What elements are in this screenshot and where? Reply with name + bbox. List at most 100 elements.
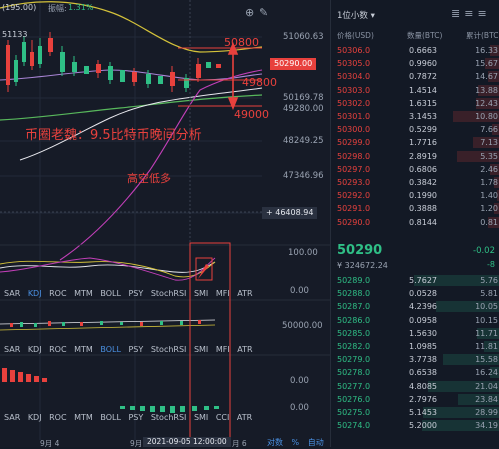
book-view-icons[interactable]: ≣≡≡ (451, 7, 491, 20)
level-50800-label: 50800 (224, 36, 259, 49)
order-qty: 0.9960 (409, 57, 437, 70)
tab-roc[interactable]: ROC (49, 413, 66, 422)
tab-sar[interactable]: SAR (4, 345, 20, 354)
order-cum: 5.35 (480, 150, 498, 163)
time-axis-left: 9月 4 (40, 438, 59, 449)
tab-boll[interactable]: BOLL (100, 345, 121, 354)
tab-atr[interactable]: ATR (237, 413, 252, 422)
boll-upper-line (0, 2, 262, 52)
crosshair-time-tag: 2021-09-05 12:00:00 (143, 437, 231, 447)
current-price-tag: 50290.00 (270, 58, 316, 70)
tab-stochrsi[interactable]: StochRSI (151, 345, 187, 354)
indicator-tabs-row3[interactable]: SAR KDJ ROC MTM BOLL PSY StochRSI SMI CC… (4, 413, 252, 422)
tab-mtm[interactable]: MTM (74, 289, 93, 298)
tab-mfi[interactable]: MFI (216, 345, 230, 354)
tab-kdj[interactable]: KDJ (28, 413, 42, 422)
tab-smi[interactable]: SMI (194, 289, 208, 298)
precision-dropdown[interactable]: 1位小数 ▾ (337, 9, 375, 21)
tab-atr[interactable]: ATR (237, 289, 252, 298)
order-cum: 10.15 (475, 314, 498, 327)
order-cum: 16.33 (475, 44, 498, 57)
indicator-tabs-row1[interactable]: SAR KDJ ROC MTM BOLL PSY StochRSI SMI MF… (4, 289, 253, 298)
tab-mtm[interactable]: MTM (74, 413, 93, 422)
tab-stochrsi[interactable]: StochRSI (151, 289, 187, 298)
col-qty-header: 数量(BTC) (407, 30, 442, 41)
draw-icon[interactable]: ✎ (259, 6, 268, 19)
order-qty: 0.5299 (409, 123, 437, 136)
tab-stochrsi[interactable]: StochRSI (151, 413, 187, 422)
order-price: 50278.0 (337, 366, 370, 379)
tab-kdj[interactable]: KDJ (28, 345, 42, 354)
tab-sar[interactable]: SAR (4, 289, 20, 298)
tab-boll[interactable]: BOLL (100, 413, 121, 422)
crosshair-price-tag: + 46408.94 (262, 207, 317, 219)
level-49800-label: 49800 (242, 76, 277, 89)
tab-psy[interactable]: PSY (128, 289, 143, 298)
tab-mtm[interactable]: MTM (74, 345, 93, 354)
order-price: 50288.0 (337, 287, 370, 300)
tab-roc[interactable]: ROC (49, 289, 66, 298)
tab-mfi[interactable]: MFI (216, 289, 230, 298)
order-qty: 1.5630 (409, 327, 437, 340)
order-price: 50292.0 (337, 189, 370, 202)
col-price-header: 价格(USD) (337, 30, 374, 41)
order-qty: 3.1453 (409, 110, 437, 123)
kline-chart-panel[interactable]: (195.00) 振幅: 1.31% 51133 ⊕ ✎ 51060.63 50… (0, 0, 330, 447)
percent-scale-toggle[interactable]: % (292, 438, 300, 447)
order-price: 50304.0 (337, 70, 370, 83)
order-cum: 21.04 (475, 380, 498, 393)
order-qty: 4.2396 (409, 300, 437, 313)
order-price: 50300.0 (337, 123, 370, 136)
indicator-tabs-row2[interactable]: SAR KDJ ROC MTM BOLL PSY StochRSI SMI MF… (4, 345, 253, 354)
order-cum: 15.67 (475, 57, 498, 70)
tab-smi[interactable]: SMI (194, 413, 208, 422)
time-axis-right: 月 6 (232, 438, 247, 449)
order-cum: 10.80 (475, 110, 498, 123)
tab-smi[interactable]: SMI (194, 345, 208, 354)
auto-scale-toggle[interactable]: 自动 (308, 438, 324, 447)
order-qty: 1.4514 (409, 84, 437, 97)
order-price: 50274.0 (337, 419, 370, 432)
tab-psy[interactable]: PSY (128, 413, 143, 422)
tab-boll[interactable]: BOLL (100, 289, 121, 298)
last-price-cny: ¥ 324672.24 (337, 261, 388, 270)
tab-roc[interactable]: ROC (49, 345, 66, 354)
tab-psy[interactable]: PSY (128, 345, 143, 354)
chart-footer-links[interactable]: 对数 % 自动 (267, 437, 324, 448)
log-scale-toggle[interactable]: 对数 (267, 438, 283, 447)
order-qty: 0.8144 (409, 216, 437, 229)
tab-cci[interactable]: CCI (216, 413, 230, 422)
order-qty: 0.6806 (409, 163, 437, 176)
tab-atr[interactable]: ATR (237, 345, 252, 354)
tab-kdj[interactable]: KDJ (28, 289, 42, 298)
crosshair-icon[interactable]: ⊕ (245, 6, 254, 19)
order-cum: 7.66 (480, 123, 498, 136)
ask-row[interactable]: 50300.0 0.5299 7.66 (331, 123, 499, 136)
tab-sar[interactable]: SAR (4, 413, 20, 422)
